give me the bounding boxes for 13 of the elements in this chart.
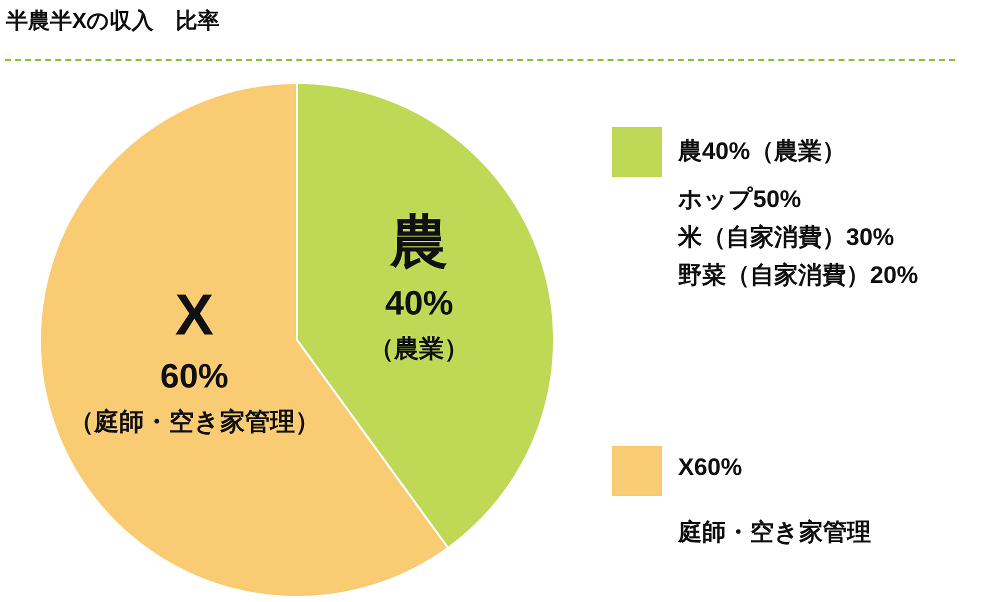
text: 庭師・空き家管理: [678, 518, 871, 548]
text: 米（自家消費）30%: [678, 223, 894, 253]
text: 野菜（自家消費）20%: [678, 261, 918, 291]
text: （庭師・空き家管理）: [68, 408, 320, 436]
legend-label: 農40%（農業）: [678, 137, 846, 167]
text: 農: [389, 209, 448, 274]
data-label: 40%: [385, 284, 454, 323]
chart-title: 半農半Xの収入 比率: [6, 7, 220, 35]
data-label: 60%: [160, 358, 228, 396]
legend-label: X60%: [678, 454, 742, 482]
text: ホップ50%: [678, 185, 802, 215]
text: （農業）: [369, 335, 470, 364]
text: X: [175, 282, 214, 348]
